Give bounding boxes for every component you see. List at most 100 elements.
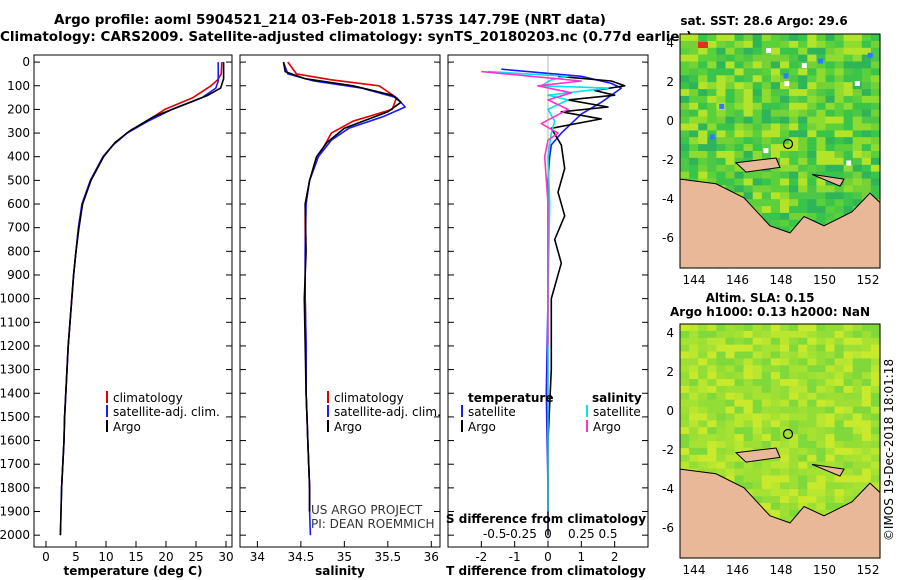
map-cell [734,406,745,415]
map-cell [752,337,763,346]
map-cell [834,489,845,497]
map-cell [861,116,872,125]
map-cell [852,102,863,111]
map-cell [825,130,836,138]
map-cell [680,358,690,366]
depth-tick-label: 1300 [0,363,30,377]
map-cell [852,413,863,421]
x-tick-label: 25 [188,550,203,564]
map-cell [816,82,827,90]
map-cell [743,34,754,42]
map-cell [770,82,781,90]
map-cell [852,130,863,138]
map-cell [698,157,708,166]
map-cell [834,330,845,339]
map-cell [807,34,817,42]
map-cell [834,496,845,504]
map-cell [861,337,872,346]
map-cell [780,219,790,228]
map-cell [798,337,808,346]
map-cell [870,385,881,394]
map-cell [780,496,790,504]
map-cell [852,406,863,415]
map-cell [680,434,690,442]
map-cell [734,427,745,435]
map-cell [789,461,799,470]
map-cell [870,123,881,131]
map-cell [761,420,772,428]
map-cell [689,392,699,401]
map-cell [734,351,745,359]
map-cell [798,130,808,138]
map-cell [798,461,808,470]
map-cell [789,199,799,207]
map-cell [707,164,717,173]
map-cell [834,447,845,456]
map-cell [834,461,845,470]
lat-tick-label: -6 [662,231,674,245]
map-cell [752,406,763,415]
map-cell [816,330,827,339]
map-cell [807,130,817,138]
map-cell [780,185,790,193]
map-cell [707,420,717,428]
lon-tick-label: 148 [770,273,793,287]
depth-tick-label: 600 [7,197,30,211]
map-cell [780,509,790,518]
map-cell [807,206,817,214]
map-cell [798,324,808,332]
map-cell [725,447,736,456]
map-cell [834,54,845,63]
map-cell [816,164,827,173]
map-cell [780,102,790,111]
map-cell [752,82,763,90]
map-cell [734,330,745,339]
map-cell [752,351,763,359]
map-cell [867,52,873,58]
map-cell [861,82,872,90]
map-cell [789,34,799,42]
map-cell [743,379,754,387]
map-cell [861,365,872,373]
lat-tick-label: 4 [666,36,674,50]
map-cell [834,157,845,166]
map-cell [761,68,772,76]
map-cell [798,406,808,415]
map-cell [798,47,808,56]
map-cell [716,157,727,166]
map-cell [743,109,754,118]
depth-tick-label: 1200 [0,339,30,353]
map-cell [725,185,736,193]
series-line-argo [282,61,402,512]
map-cell [780,157,790,166]
map-cell [780,95,790,104]
map-cell [707,379,717,387]
map-cell [752,358,763,366]
map-cell [789,441,799,449]
map-cell [707,102,717,111]
map-cell [707,372,717,380]
map-cell [680,54,690,63]
map-cell [734,454,745,463]
map-cell [780,206,790,214]
map-cell [780,489,790,497]
map-cell [870,95,881,104]
map-cell [807,392,817,401]
map-cell [752,123,763,131]
map-cell [825,123,836,131]
map-cell [780,337,790,346]
map-cell [680,372,690,380]
map-cell [707,75,717,83]
map-cell [780,199,790,207]
map-cell [770,109,781,118]
map-cell [689,47,699,56]
map-cell [725,123,736,131]
map-cell [852,330,863,339]
map-cell [707,324,717,332]
map-cell [852,468,863,476]
map-cell [770,358,781,366]
map-cell [807,157,817,166]
chart-title-line1: Argo profile: aoml 5904521_214 03-Feb-20… [54,12,606,28]
map-cell [689,54,699,63]
map-cell [743,54,754,63]
